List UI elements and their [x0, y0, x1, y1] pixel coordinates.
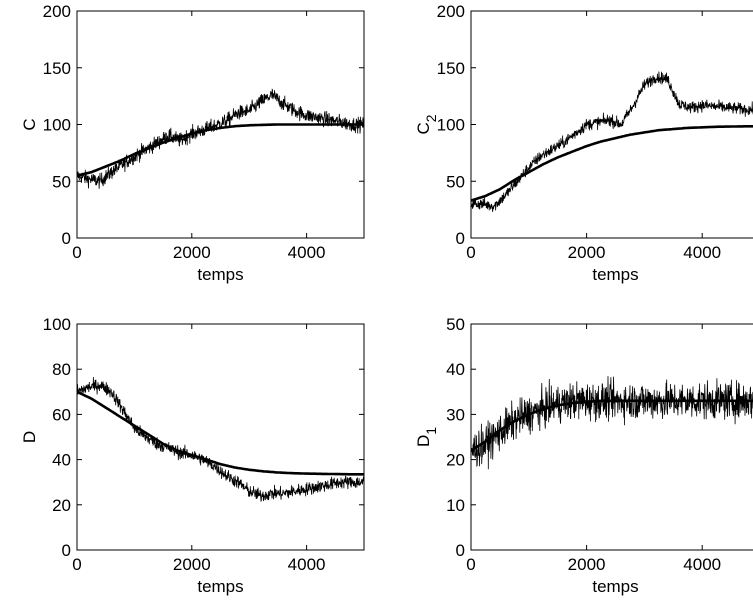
- series-noisy-line: [471, 71, 753, 212]
- x-axis-label: temps: [197, 577, 243, 596]
- x-tick-label: 4000: [683, 243, 721, 262]
- y-tick-label: 50: [52, 172, 71, 191]
- y-axis-label: C: [20, 118, 39, 130]
- y-tick-label: 30: [446, 405, 465, 424]
- y-tick-label: 100: [43, 315, 71, 334]
- x-tick-label: 2000: [173, 243, 211, 262]
- y-tick-label: 50: [446, 315, 465, 334]
- x-tick-label: 0: [466, 243, 475, 262]
- y-tick-label: 10: [446, 496, 465, 515]
- x-axis-label: temps: [197, 265, 243, 284]
- y-tick-label: 100: [43, 116, 71, 135]
- x-tick-label: 4000: [288, 555, 326, 574]
- x-tick-label: 2000: [173, 555, 211, 574]
- y-tick-label: 200: [43, 2, 71, 21]
- series-smooth-line: [77, 390, 364, 476]
- y-tick-label: 200: [437, 2, 465, 21]
- x-axis-label: temps: [592, 265, 638, 284]
- x-tick-label: 0: [72, 243, 81, 262]
- panel-c2: 0 2000 4000 0 50 100 150 200 temps C2: [414, 2, 753, 284]
- x-tick-label: 2000: [568, 555, 606, 574]
- y-tick-label: 150: [43, 59, 71, 78]
- y-tick-label: 0: [62, 229, 71, 248]
- y-tick-label: 0: [456, 229, 465, 248]
- y-axis-label: D: [20, 431, 39, 443]
- y-tick-label: 50: [446, 172, 465, 191]
- x-tick-label: 2000: [568, 243, 606, 262]
- y-tick-label: 40: [52, 451, 71, 470]
- x-tick-label: 0: [466, 555, 475, 574]
- y-axis-label: D1: [414, 427, 439, 447]
- x-axis-label: temps: [592, 577, 638, 596]
- y-tick-label: 20: [52, 496, 71, 515]
- y-tick-label: 0: [456, 541, 465, 560]
- y-tick-label: 80: [52, 360, 71, 379]
- series-smooth-line: [471, 124, 753, 202]
- series-noisy-line: [77, 376, 364, 502]
- series-noisy-line: [77, 88, 364, 189]
- series-smooth-line: [471, 399, 753, 452]
- panel-d1: 0 2000 4000 0 10 20 30 40 50 temps D1: [414, 315, 753, 596]
- x-tick-label: 4000: [683, 555, 721, 574]
- x-tick-label: 0: [72, 555, 81, 574]
- panel-c: 0 2000 4000 0 50 100 150 200 temps C: [20, 2, 365, 284]
- panel-d: 0 2000 4000 0 20 40 60 80 100 temps D: [20, 315, 365, 596]
- x-tick-label: 4000: [288, 243, 326, 262]
- plot-frame: [470, 323, 753, 551]
- plot-frame: [76, 323, 365, 551]
- y-tick-label: 40: [446, 360, 465, 379]
- y-tick-label: 100: [437, 116, 465, 135]
- y-tick-label: 150: [437, 59, 465, 78]
- y-tick-label: 60: [52, 405, 71, 424]
- y-tick-label: 0: [62, 541, 71, 560]
- series-smooth-line: [77, 123, 364, 177]
- y-tick-label: 20: [446, 451, 465, 470]
- y-axis-label: C2: [414, 114, 439, 134]
